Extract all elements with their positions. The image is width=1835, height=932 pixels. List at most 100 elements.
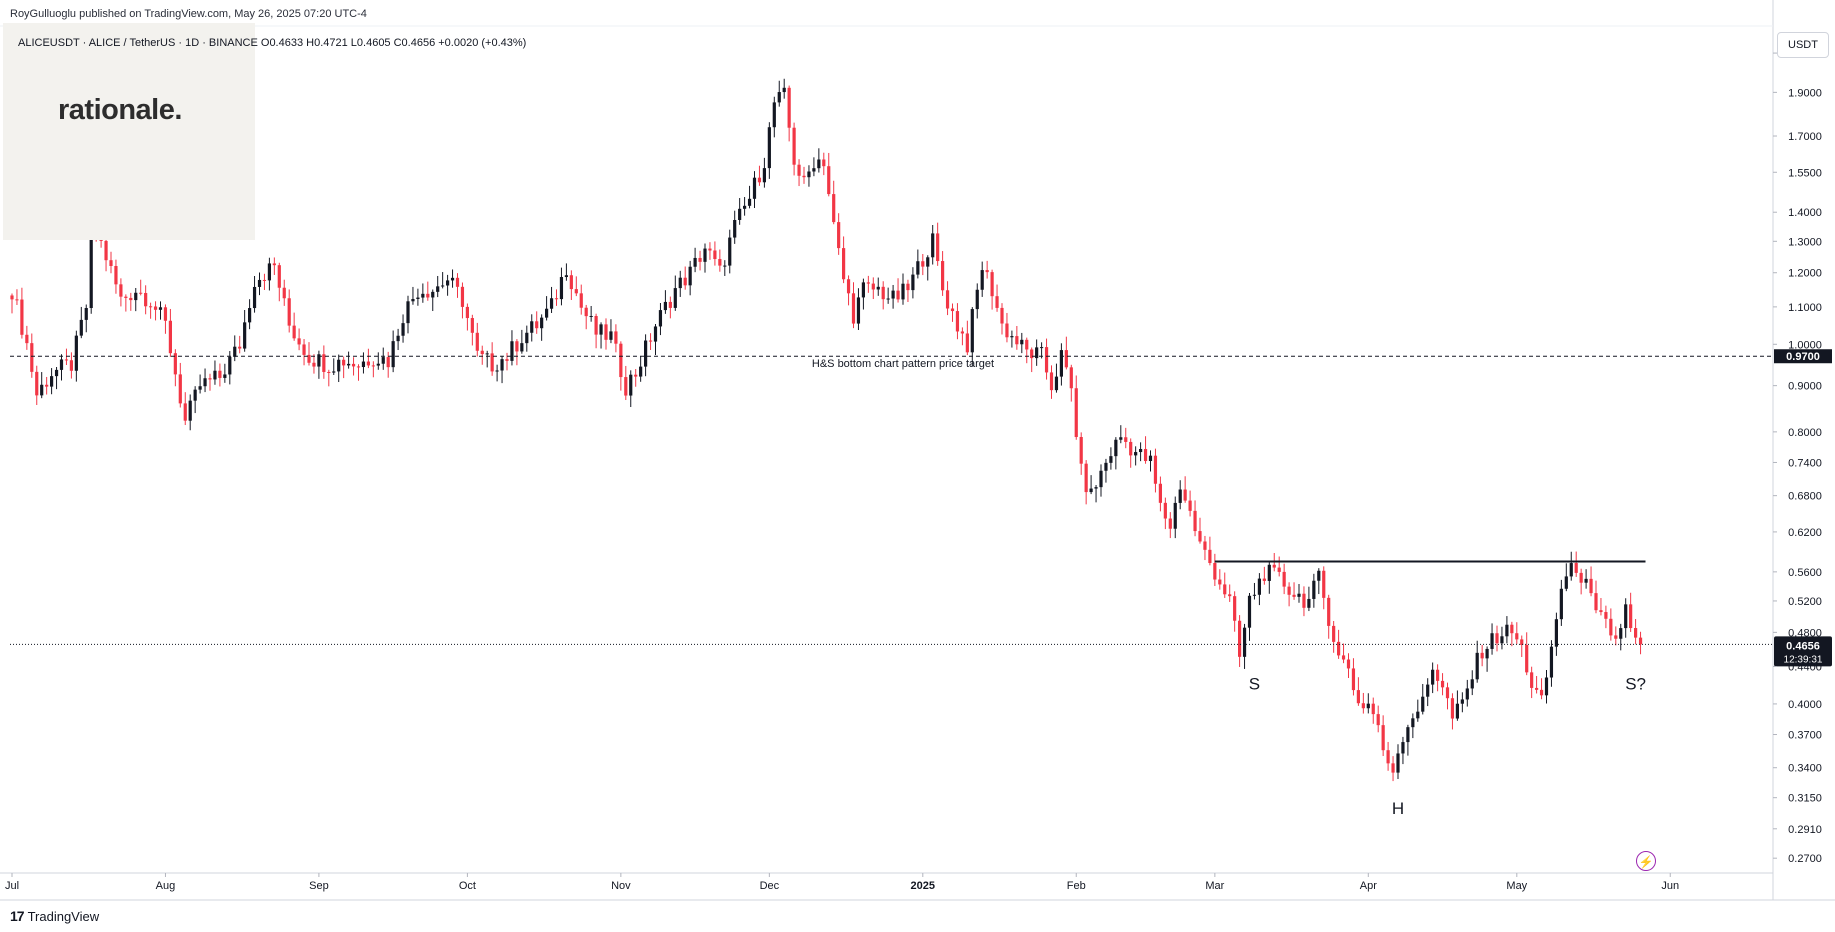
candle-body — [1148, 455, 1153, 462]
candle-body — [79, 319, 83, 336]
price-tick-label: 0.5200 — [1788, 596, 1822, 608]
candle-body — [1010, 336, 1014, 338]
candle-body — [866, 282, 870, 284]
symbol-legend[interactable]: ALICEUSDT · ALICE / TetherUS · 1D · BINA… — [18, 37, 527, 49]
candle-body — [678, 277, 682, 289]
candle-body — [347, 363, 351, 366]
candle-body — [950, 308, 955, 312]
candle-body — [1416, 711, 1420, 719]
last-price-label: 0.4656 — [1786, 640, 1820, 652]
candle-body — [1049, 372, 1054, 391]
candle-body — [1247, 595, 1252, 628]
candle-body — [1381, 725, 1385, 751]
price-tick-label: 0.3150 — [1788, 793, 1822, 805]
lightning-icon[interactable]: ⚡ — [1636, 851, 1656, 871]
candle-body — [64, 359, 69, 361]
candle-body — [1262, 578, 1266, 581]
candle-body — [1322, 570, 1326, 598]
candle-body — [1173, 502, 1177, 529]
candle-body — [624, 377, 628, 396]
candle-body — [584, 307, 588, 317]
candle-body — [1025, 339, 1029, 350]
candle-body — [1297, 593, 1301, 597]
candle-body — [109, 260, 113, 266]
candle-body — [1302, 593, 1306, 608]
candle-body — [173, 353, 177, 375]
candle-body — [960, 331, 964, 334]
candle-body — [198, 386, 202, 390]
candle-body — [738, 208, 742, 220]
candle-body — [272, 263, 276, 266]
time-tick-label: May — [1506, 880, 1527, 892]
candle-body — [74, 335, 78, 371]
candle-body — [10, 295, 14, 300]
candle-body — [490, 353, 494, 372]
candle-body — [342, 359, 346, 366]
candle-body — [718, 259, 722, 266]
candle-body — [307, 354, 311, 363]
candle-body — [114, 265, 118, 285]
chart-grid — [0, 0, 1835, 901]
candle-body — [35, 371, 39, 396]
candle-body — [1396, 753, 1400, 773]
candle-body — [668, 301, 672, 308]
candle-body — [985, 270, 989, 273]
candle-body — [683, 277, 687, 286]
candle-body — [124, 296, 128, 298]
candle-body — [1158, 483, 1162, 503]
candle-body — [243, 322, 247, 349]
candle-body — [1188, 500, 1192, 511]
candle-body — [1203, 541, 1207, 550]
candle-body — [431, 291, 435, 298]
candle-body — [1228, 594, 1232, 597]
currency-button[interactable]: USDT — [1777, 32, 1829, 58]
time-tick-label: Oct — [459, 880, 476, 892]
candle-body — [20, 299, 24, 335]
candle-body — [391, 341, 395, 368]
candle-body — [564, 275, 568, 278]
tradingview-footer[interactable]: 17 TradingView — [10, 908, 99, 924]
time-axis[interactable]: Jul Aug Sep Oct Nov Dec 2025 Feb Mar Apr May Jun — [5, 873, 1679, 892]
candle-body — [1495, 633, 1499, 644]
candle-body — [1470, 679, 1474, 689]
candle-body — [1267, 564, 1271, 581]
price-tick-label: 1.2000 — [1788, 268, 1822, 280]
candle-body — [906, 283, 910, 291]
candle-body — [842, 248, 846, 280]
candle-body — [1455, 703, 1459, 719]
price-axis[interactable]: 2.10001.90001.70001.55001.40001.30001.20… — [1773, 48, 1822, 865]
candle-body — [238, 346, 242, 349]
candle-body — [302, 344, 306, 355]
candle-body — [1480, 652, 1484, 659]
price-tick-label: 0.5600 — [1788, 567, 1822, 579]
candle-body — [356, 366, 361, 368]
candle-body — [1609, 618, 1613, 636]
candle-body — [1084, 463, 1088, 493]
candle-body — [1559, 588, 1563, 620]
candle-body — [614, 331, 618, 344]
candle-body — [1238, 620, 1242, 657]
candle-body — [1505, 624, 1509, 637]
candle-body — [1119, 437, 1123, 440]
price-tick-label: 0.7400 — [1788, 457, 1822, 469]
candle-body — [822, 159, 826, 167]
candle-body — [1035, 347, 1039, 359]
candle-body — [856, 297, 861, 324]
candle-body — [421, 293, 425, 298]
candle-body — [15, 299, 19, 301]
last-price-badge — [1774, 636, 1832, 667]
candle-body — [233, 346, 237, 357]
chart-overlays: H&S bottom chart pattern price target 0.9… — [10, 349, 1832, 818]
candle-body — [1327, 597, 1331, 626]
candle-body — [812, 168, 816, 172]
candle-body — [886, 298, 890, 300]
watermark-logo: rationale. — [58, 94, 182, 126]
time-tick-label: Aug — [156, 880, 176, 892]
candle-body — [1069, 367, 1073, 389]
pattern-label: S — [1249, 674, 1260, 693]
candle-body — [1445, 687, 1450, 699]
candle-body — [1134, 452, 1138, 456]
candle-body — [45, 384, 49, 387]
price-target-badge — [1774, 349, 1832, 364]
